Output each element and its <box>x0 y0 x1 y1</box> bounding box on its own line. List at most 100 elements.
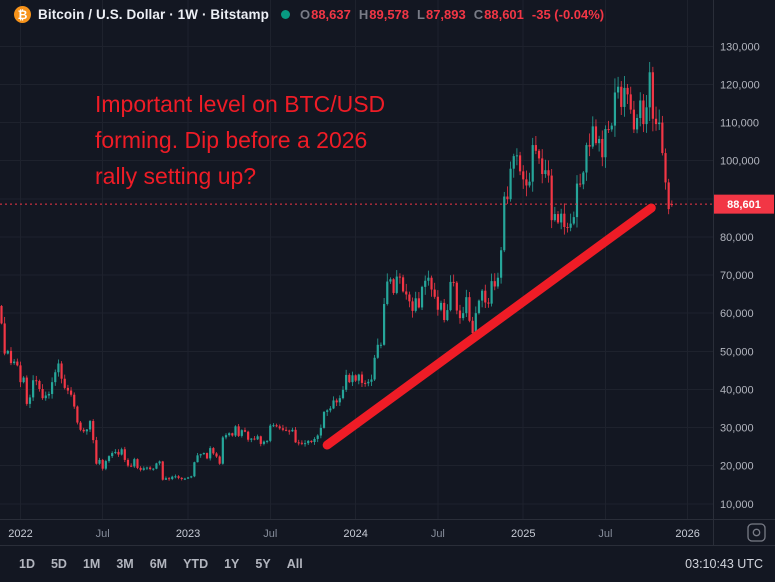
range-5y[interactable]: 5Y <box>248 553 277 575</box>
range-1d[interactable]: 1D <box>12 553 42 575</box>
candle <box>424 280 427 287</box>
candle <box>120 449 123 455</box>
candle <box>632 109 635 130</box>
time-axis-label[interactable]: Jul <box>263 528 277 540</box>
candle <box>88 421 92 430</box>
price-axis-label: 110,000 <box>720 118 759 130</box>
candle <box>278 426 281 429</box>
candle <box>392 279 395 293</box>
candle <box>515 155 519 157</box>
change-value: -35 (-0.04%) <box>531 7 605 22</box>
candle <box>560 213 563 223</box>
candle <box>373 357 376 380</box>
candle <box>300 442 303 444</box>
price-axis-label: 30,000 <box>720 423 754 435</box>
candle <box>57 363 60 373</box>
range-5d[interactable]: 5D <box>44 553 74 575</box>
candle <box>493 281 496 287</box>
candle <box>322 411 326 428</box>
price-axis-label: 130,000 <box>720 41 760 53</box>
time-axis-label[interactable]: Jul <box>598 528 612 540</box>
range-6m[interactable]: 6M <box>143 553 174 575</box>
candle <box>228 433 231 436</box>
annotation-line: Important level on BTC/USD <box>95 91 386 117</box>
candle <box>205 453 209 459</box>
candle <box>202 453 205 455</box>
candle <box>13 361 16 364</box>
market-status-icon[interactable] <box>280 10 290 19</box>
time-axis-label[interactable]: 2025 <box>511 528 535 540</box>
range-ytd[interactable]: YTD <box>176 553 215 575</box>
candle <box>16 361 19 366</box>
candle <box>550 175 553 221</box>
candle <box>139 467 142 470</box>
candle <box>484 290 487 303</box>
candle <box>629 94 632 110</box>
candle <box>158 461 161 464</box>
candle <box>19 365 22 383</box>
candle <box>433 289 436 297</box>
trend-line[interactable] <box>322 203 656 450</box>
time-axis-label[interactable]: Jul <box>96 528 110 540</box>
candle <box>370 379 373 382</box>
candle <box>0 305 3 324</box>
candle <box>303 443 307 445</box>
candle <box>635 118 639 130</box>
range-3m[interactable]: 3M <box>109 553 140 575</box>
chart-canvas[interactable]: 10,000 20,000 30,000 40,000 50,000 60,000 70,0… <box>0 0 775 545</box>
candle <box>332 400 335 409</box>
candle <box>398 276 402 278</box>
candle <box>269 425 272 441</box>
time-axis-label[interactable]: 2022 <box>8 528 32 540</box>
candle <box>114 451 117 454</box>
candle <box>607 129 610 131</box>
open-value: O88,637 <box>299 7 351 22</box>
candle <box>76 406 79 423</box>
range-1y[interactable]: 1Y <box>217 553 246 575</box>
candle <box>316 435 319 439</box>
candle <box>661 122 664 154</box>
candle <box>294 429 297 443</box>
toolbar-clock[interactable]: 03:10:43 UTC <box>685 556 763 571</box>
candle <box>44 395 47 399</box>
candle <box>474 313 477 333</box>
candle <box>73 394 76 407</box>
axis-corner-icon[interactable] <box>747 523 766 542</box>
candle <box>243 430 247 432</box>
candle <box>408 294 411 302</box>
time-axis-label[interactable]: 2023 <box>176 528 200 540</box>
annotation-text[interactable]: Important level on BTC/USD forming. Dip … <box>95 86 385 194</box>
candle <box>503 196 506 251</box>
candle <box>487 302 490 304</box>
candle <box>544 170 547 175</box>
candle <box>177 476 180 478</box>
range-all[interactable]: All <box>280 553 310 575</box>
price-axis-label: 50,000 <box>720 346 754 358</box>
candle <box>443 302 446 321</box>
candle <box>547 170 550 176</box>
candle <box>651 72 654 119</box>
candle <box>104 461 107 469</box>
range-1m[interactable]: 1M <box>76 553 107 575</box>
candle <box>541 158 544 175</box>
axis-corner-icon-dot <box>752 528 761 537</box>
time-axis-label[interactable]: Jul <box>431 528 445 540</box>
candle <box>22 377 25 383</box>
symbol-title[interactable]: Bitcoin / U.S. Dollar · 1W · Bitstamp <box>38 7 269 22</box>
candle <box>259 436 262 444</box>
time-axis-label[interactable]: 2024 <box>343 528 367 540</box>
candle <box>164 478 168 480</box>
candle <box>218 456 221 464</box>
candle <box>98 459 101 464</box>
candle <box>509 168 512 200</box>
candle <box>598 138 601 144</box>
candle <box>591 126 594 147</box>
candle <box>101 459 104 469</box>
time-axis-label[interactable]: 2026 <box>675 528 699 540</box>
annotation-line: forming. Dip before a 2026 <box>95 127 368 153</box>
candle <box>130 465 133 467</box>
candle <box>92 421 95 441</box>
close-value: C88,601 <box>473 7 524 22</box>
price-axis-label: 40,000 <box>720 384 754 396</box>
last-price-badge <box>714 194 774 214</box>
